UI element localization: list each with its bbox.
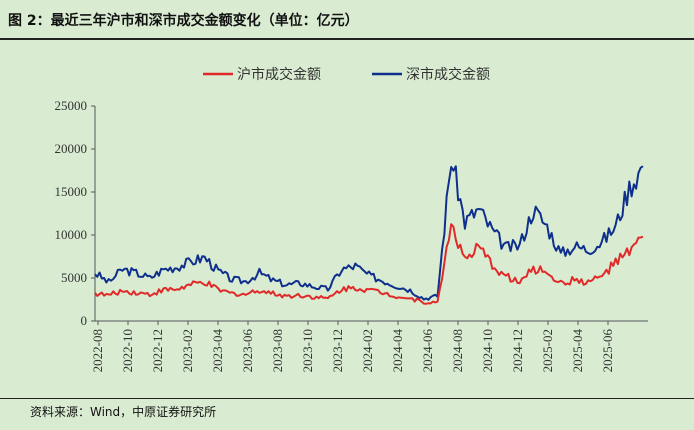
x-tick-label: 2023-02	[180, 329, 195, 372]
x-tick-label: 2024-08	[450, 329, 465, 372]
y-tick-label: 25000	[55, 98, 88, 113]
x-tick-label: 2022-12	[150, 329, 165, 372]
x-tick-label: 2022-08	[90, 329, 105, 372]
source-note: 资料来源：Wind，中原证券研究所	[30, 405, 217, 419]
y-tick-label: 15000	[55, 184, 88, 199]
x-tick-label: 2023-04	[210, 329, 225, 373]
x-tick-label: 2024-12	[510, 329, 525, 372]
top-rule	[0, 38, 694, 40]
x-tick-label: 2025-06	[600, 329, 615, 373]
x-tick-label: 2025-04	[570, 329, 585, 373]
chart-axes: 0 5000 10000 15000 20000 25000 2022-08 2022-10 2…	[55, 98, 648, 373]
line-chart: 沪市成交金额 深市成交金额 0 5000 10000 15000 20000 25000 20…	[55, 66, 648, 373]
bottom-rule	[0, 398, 694, 399]
x-tick-label: 2024-06	[420, 329, 435, 373]
y-tick-label: 5000	[61, 270, 87, 285]
x-tick-label: 2024-04	[390, 329, 405, 373]
x-tick-label: 2023-12	[330, 329, 345, 372]
series-line-shanghai	[94, 223, 644, 305]
chart-series	[94, 165, 644, 305]
x-tick-label: 2022-10	[120, 329, 135, 372]
x-tick-label: 2025-02	[540, 329, 555, 372]
legend-label: 深市成交金额	[406, 66, 490, 83]
y-tick-label: 0	[81, 313, 88, 328]
y-tick-label: 10000	[55, 227, 88, 242]
x-tick-label: 2023-08	[270, 329, 285, 372]
x-tick-label: 2024-10	[480, 329, 495, 372]
legend-label: 沪市成交金额	[237, 66, 321, 83]
x-tick-label: 2023-10	[300, 329, 315, 372]
chart-figure-title: 图 2：最近三年沪市和深市成交金额变化（单位：亿元）	[8, 13, 359, 29]
chart-legend: 沪市成交金额 深市成交金额	[203, 66, 490, 83]
x-tick-label: 2024-02	[360, 329, 375, 372]
series-line-shenzhen	[94, 165, 644, 301]
x-tick-label: 2023-06	[240, 329, 255, 373]
y-tick-label: 20000	[55, 141, 88, 156]
